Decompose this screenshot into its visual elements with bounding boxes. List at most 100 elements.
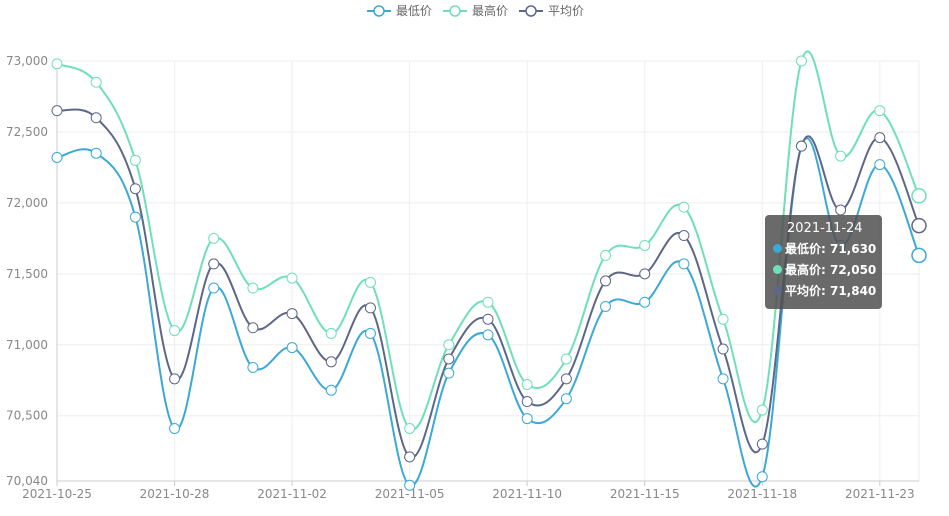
x-tick-label: 2021-11-05: [375, 487, 445, 501]
high-price-marker: [717, 313, 729, 325]
x-tick-label: 2021-10-28: [140, 487, 210, 501]
high-price-marker: [795, 55, 807, 67]
low-price-marker: [560, 393, 572, 405]
avg-price-marker: [795, 140, 807, 152]
high-price-marker: [404, 423, 416, 434]
y-tick-label: 73,000: [6, 54, 48, 68]
avg-price-marker: [874, 132, 886, 144]
tooltip-row-avg: 平均价: 71,840: [773, 280, 877, 301]
low-price-marker: [51, 151, 63, 163]
legend-item-low: 最低价: [367, 4, 432, 18]
tooltip-dot-high: [773, 265, 782, 274]
high-price-marker: [482, 296, 494, 308]
legend-label: 最低价: [396, 4, 432, 18]
avg-price-marker: [521, 396, 533, 408]
x-tick-label: 2021-11-10: [492, 487, 562, 501]
legend-marker-icon: [449, 5, 461, 17]
low-price-marker: [169, 423, 181, 434]
avg-price-marker: [600, 275, 612, 287]
avg-price-marker: [51, 105, 63, 117]
avg-price-marker: [560, 373, 572, 385]
x-tick-label: 2021-11-23: [845, 487, 915, 501]
avg-price-marker: [325, 356, 337, 368]
low-price-marker: [325, 384, 337, 396]
low-price-marker: [911, 247, 927, 264]
tooltip-low-value: 最低价: 71,630: [785, 242, 877, 256]
high-price-marker: [521, 379, 533, 391]
high-price-marker: [364, 276, 376, 288]
low-price-marker: [364, 327, 376, 339]
avg-price-marker: [286, 308, 298, 320]
axes: 73,000 72,500 72,000 71,500 71,000 70,500 70,0…: [6, 54, 920, 501]
low-price-marker: [247, 361, 259, 373]
low-price-line: [56, 137, 920, 488]
avg-price-marker: [129, 183, 141, 195]
y-tick-label: 72,000: [6, 196, 48, 210]
low-price-marker: [874, 159, 886, 171]
low-price-marker: [600, 300, 612, 312]
avg-price-marker: [835, 204, 847, 216]
avg-price-marker: [911, 217, 927, 234]
low-price-marker: [756, 471, 768, 483]
high-price-marker: [756, 404, 768, 416]
tooltip-row-low: 最低价: 71,630: [773, 238, 877, 259]
chart-tooltip: 2021-11-24 最低价: 71,630 最高价: 72,050 平均价: …: [765, 215, 882, 309]
high-price-marker: [874, 105, 886, 117]
tooltip-date: 2021-11-24: [787, 221, 863, 236]
low-price-marker: [482, 329, 494, 341]
avg-price-marker: [364, 302, 376, 314]
low-price-marker: [521, 413, 533, 425]
y-tick-label: 72,500: [6, 125, 48, 139]
avg-price-marker: [678, 230, 690, 242]
avg-price-marker: [639, 268, 651, 280]
low-price-marker: [208, 282, 220, 294]
avg-price-marker: [169, 373, 181, 385]
avg-price-marker: [756, 438, 768, 450]
x-tick-label: 2021-11-02: [257, 487, 327, 501]
avg-price-marker: [404, 451, 416, 463]
low-price-marker: [404, 479, 416, 491]
legend-item-high: 最高价: [443, 3, 508, 18]
avg-price-marker: [717, 343, 729, 355]
y-tick-label: 71,000: [6, 338, 48, 352]
avg-price-marker: [247, 322, 259, 334]
high-price-line: [56, 50, 920, 431]
high-price-marker: [835, 150, 847, 162]
high-price-marker: [443, 339, 455, 351]
high-price-marker: [560, 353, 572, 365]
low-price-marker: [678, 258, 690, 270]
y-tick-label: 71,500: [6, 267, 48, 281]
legend-label: 最高价: [472, 3, 508, 18]
legend-marker-icon: [373, 5, 385, 17]
low-price-marker: [639, 296, 651, 308]
tooltip-high-value: 最高价: 72,050: [785, 263, 877, 277]
avg-price-marker: [208, 258, 220, 270]
legend: 最低价 最高价 平均价: [367, 3, 584, 18]
tooltip-dot-avg: [773, 286, 782, 295]
high-price-marker: [325, 327, 337, 339]
y-tick-label: 70,500: [6, 409, 48, 423]
avg-price-marker: [443, 353, 455, 365]
tooltip-avg-value: 平均价: 71,840: [785, 284, 877, 298]
legend-marker-icon: [525, 5, 537, 17]
high-price-marker: [51, 58, 63, 70]
low-price-marker: [129, 211, 141, 223]
low-price-marker: [443, 367, 455, 379]
high-price-marker: [247, 282, 259, 294]
high-price-marker: [286, 272, 298, 284]
x-tick-label: 2021-11-15: [610, 487, 680, 501]
tooltip-dot-low: [773, 244, 782, 253]
high-price-marker: [129, 154, 141, 166]
high-price-marker: [678, 201, 690, 213]
low-price-marker: [286, 342, 298, 354]
y-tick-label: 70,040: [6, 474, 48, 488]
x-tick-label: 2021-11-18: [727, 487, 797, 501]
high-price-marker: [639, 239, 651, 251]
legend-label: 平均价: [548, 4, 584, 18]
low-price-marker: [717, 373, 729, 385]
high-price-marker: [169, 325, 181, 337]
avg-price-marker: [90, 112, 102, 124]
high-price-marker: [911, 188, 927, 204]
